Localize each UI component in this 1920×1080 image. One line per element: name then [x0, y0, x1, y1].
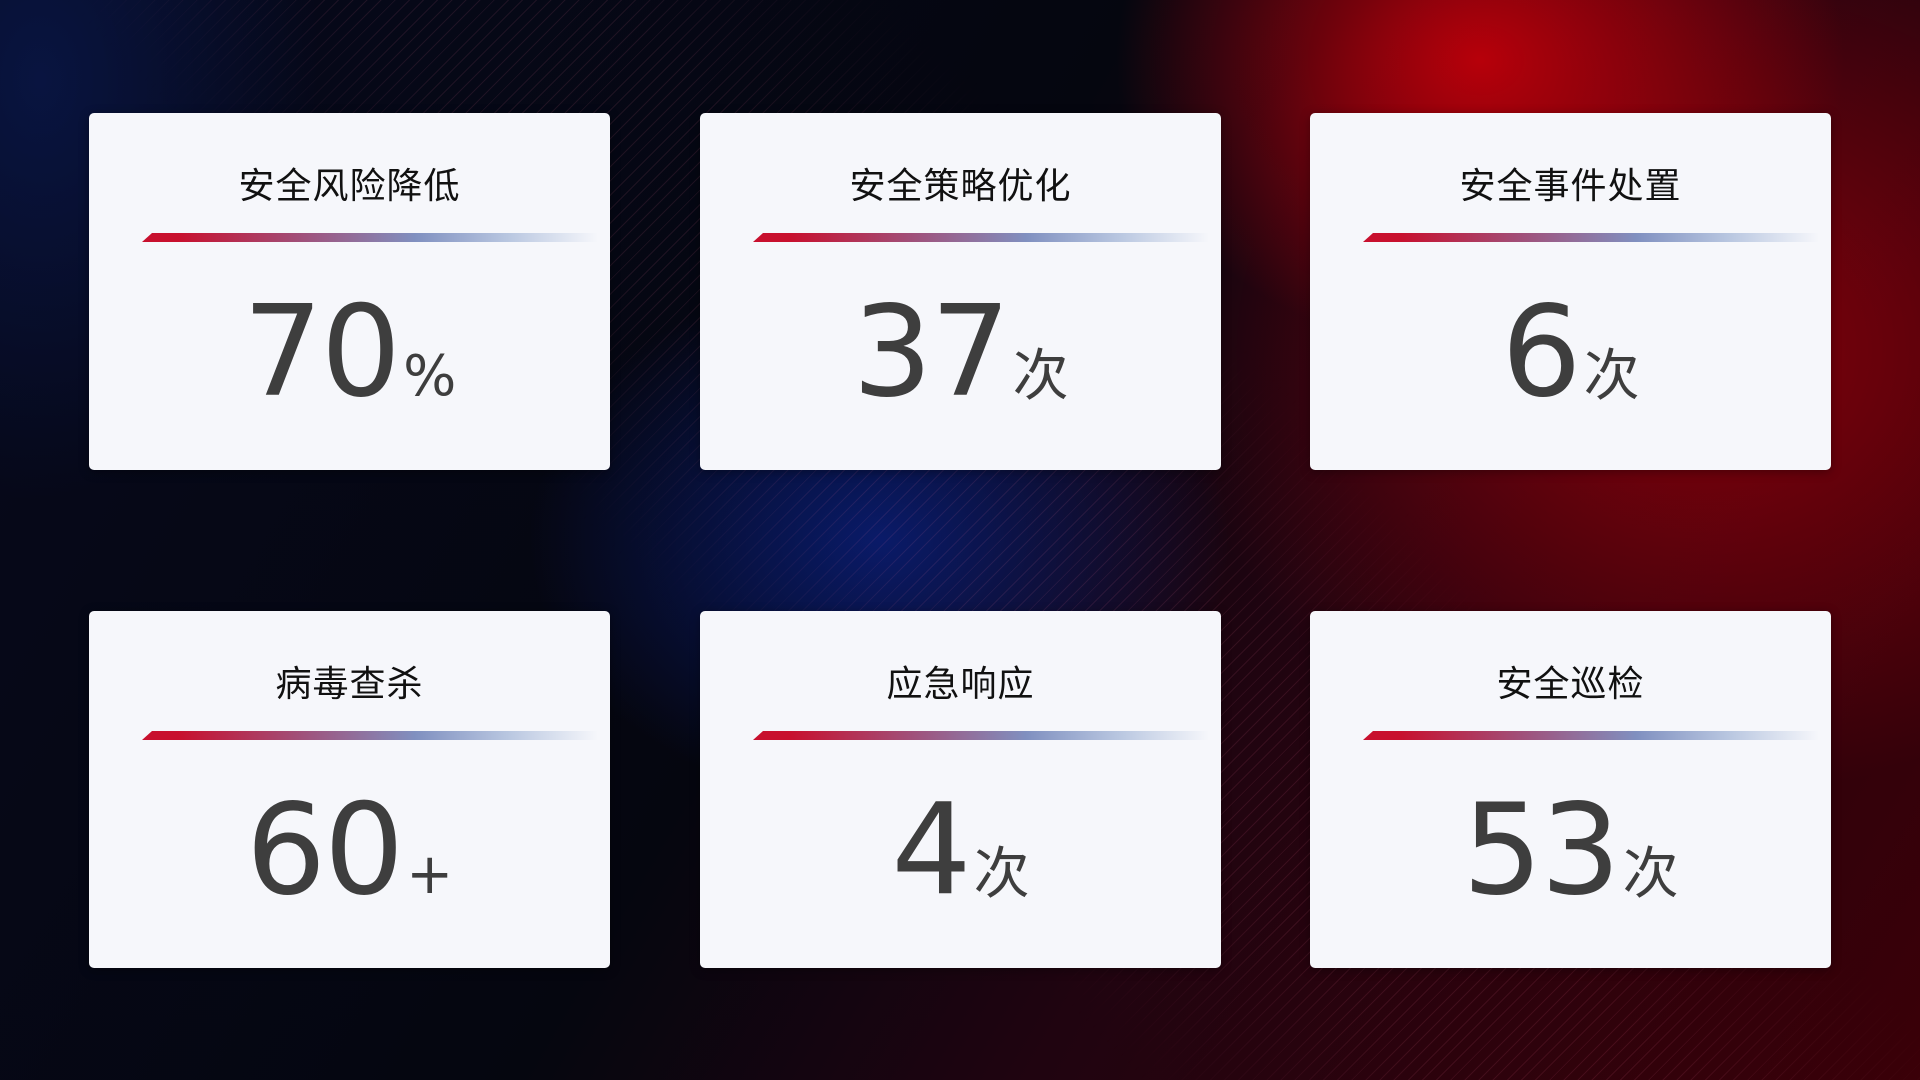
- card-value: 6次: [1310, 278, 1831, 425]
- card-value: 70%: [89, 278, 610, 425]
- card-title: 病毒查杀: [275, 664, 424, 705]
- card-title: 安全风险降低: [238, 166, 461, 207]
- stat-card-policy-optimization: 安全策略优化 37次: [700, 113, 1221, 470]
- stat-card-virus-removal: 病毒查杀 60+: [89, 611, 610, 968]
- value-number: 53: [1462, 776, 1620, 923]
- card-title: 安全策略优化: [849, 166, 1072, 207]
- card-value: 37次: [700, 278, 1221, 425]
- card-value: 53次: [1310, 776, 1831, 923]
- value-unit: 次: [973, 842, 1030, 907]
- card-divider-bar: [142, 731, 598, 740]
- card-divider-bar: [1363, 233, 1819, 242]
- card-value: 4次: [700, 776, 1221, 923]
- value-number: 70: [242, 278, 401, 425]
- card-divider-bar: [753, 731, 1209, 740]
- card-title: 安全事件处置: [1459, 166, 1682, 207]
- card-title: 应急响应: [886, 664, 1035, 705]
- card-divider-bar: [142, 233, 598, 242]
- card-value: 60+: [89, 776, 610, 923]
- value-number: 6: [1501, 278, 1581, 425]
- card-title: 安全巡检: [1496, 664, 1645, 705]
- value-unit: 次: [1012, 344, 1069, 409]
- value-number: 4: [891, 776, 971, 923]
- card-divider-bar: [1363, 731, 1819, 740]
- stat-card-emergency-response: 应急响应 4次: [700, 611, 1221, 968]
- value-unit: +: [406, 842, 454, 907]
- value-number: 37: [852, 278, 1010, 425]
- stat-card-incident-handling: 安全事件处置 6次: [1310, 113, 1831, 470]
- value-unit: %: [403, 344, 457, 409]
- stat-card-risk-reduction: 安全风险降低 70%: [89, 113, 610, 470]
- value-unit: 次: [1583, 344, 1640, 409]
- value-unit: 次: [1622, 842, 1679, 907]
- stat-card-security-patrol: 安全巡检 53次: [1310, 611, 1831, 968]
- card-divider-bar: [753, 233, 1209, 242]
- value-number: 60: [245, 776, 404, 923]
